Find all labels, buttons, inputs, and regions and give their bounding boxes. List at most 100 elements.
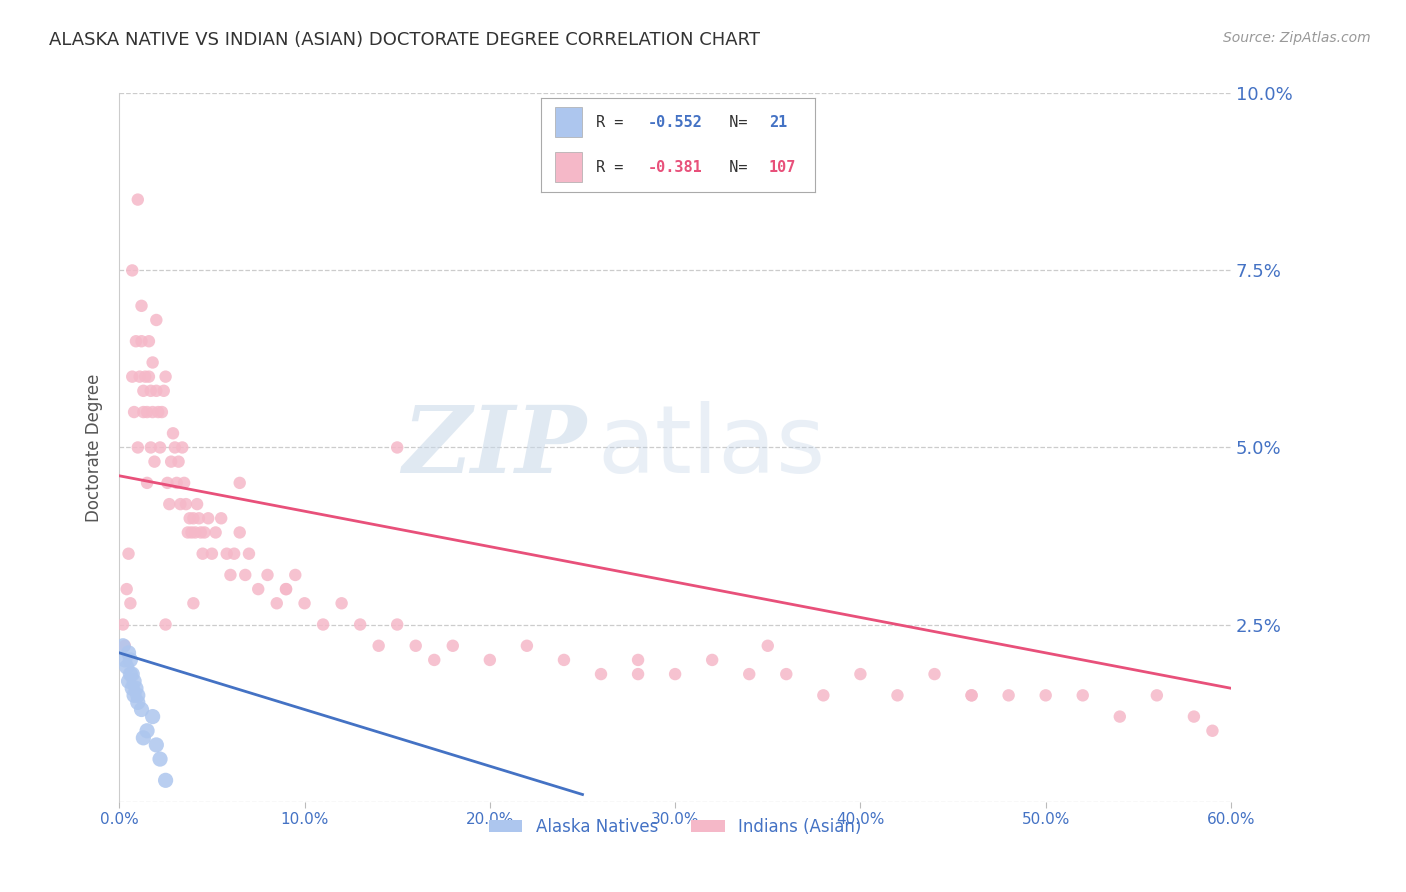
Point xyxy=(1108,709,1130,723)
Point xyxy=(478,653,501,667)
Point xyxy=(145,384,167,398)
Point xyxy=(127,441,149,455)
Point xyxy=(120,596,142,610)
Point xyxy=(157,497,180,511)
Point xyxy=(121,369,143,384)
Point xyxy=(553,653,575,667)
Point xyxy=(1182,709,1205,723)
Point xyxy=(117,646,139,660)
Point xyxy=(274,582,297,596)
Text: Source: ZipAtlas.com: Source: ZipAtlas.com xyxy=(1223,31,1371,45)
Text: R =: R = xyxy=(596,160,633,175)
Point xyxy=(128,369,150,384)
Point xyxy=(132,405,155,419)
Point xyxy=(114,639,136,653)
Point xyxy=(197,511,219,525)
Point xyxy=(516,639,538,653)
Y-axis label: Doctorate Degree: Doctorate Degree xyxy=(86,373,103,522)
Legend: Alaska Natives, Indians (Asian): Alaska Natives, Indians (Asian) xyxy=(482,812,868,843)
Point xyxy=(155,617,177,632)
Point xyxy=(143,455,166,469)
Point xyxy=(193,525,215,540)
Point xyxy=(122,689,145,703)
Point xyxy=(702,653,724,667)
Text: N=: N= xyxy=(711,160,748,175)
Point xyxy=(121,667,143,681)
Point xyxy=(284,568,307,582)
Point xyxy=(627,667,650,681)
Bar xyxy=(555,108,582,137)
Point xyxy=(256,568,278,582)
Point xyxy=(115,660,138,674)
Point xyxy=(186,497,208,511)
Point xyxy=(664,667,686,681)
Point xyxy=(167,455,190,469)
Point xyxy=(131,334,153,349)
Point xyxy=(125,334,148,349)
Point xyxy=(180,525,202,540)
Point xyxy=(233,568,256,582)
Point xyxy=(209,511,232,525)
Point xyxy=(125,681,148,696)
Point xyxy=(122,405,145,419)
Text: R =: R = xyxy=(596,115,633,130)
Point xyxy=(162,426,184,441)
Point xyxy=(191,547,214,561)
Bar xyxy=(555,153,582,183)
Point xyxy=(387,441,409,455)
Point xyxy=(215,547,238,561)
Point xyxy=(142,405,165,419)
Point xyxy=(589,667,612,681)
Text: 107: 107 xyxy=(769,160,796,175)
Point xyxy=(405,639,427,653)
Point xyxy=(145,738,167,752)
Point xyxy=(156,475,179,490)
Point xyxy=(960,689,983,703)
Point xyxy=(127,689,149,703)
Point xyxy=(122,674,145,689)
Point xyxy=(131,299,153,313)
Point xyxy=(886,689,908,703)
Point xyxy=(160,455,183,469)
Point xyxy=(155,773,177,788)
Point xyxy=(204,525,226,540)
Point xyxy=(111,639,134,653)
Point xyxy=(1146,689,1168,703)
Point xyxy=(145,313,167,327)
Point xyxy=(813,689,835,703)
Point xyxy=(924,667,946,681)
Point xyxy=(139,441,162,455)
Point xyxy=(155,369,177,384)
Point xyxy=(1035,689,1057,703)
Point xyxy=(148,405,170,419)
Point xyxy=(127,193,149,207)
Point xyxy=(163,441,186,455)
Point xyxy=(224,547,246,561)
Point xyxy=(120,653,142,667)
Text: ALASKA NATIVE VS INDIAN (ASIAN) DOCTORATE DEGREE CORRELATION CHART: ALASKA NATIVE VS INDIAN (ASIAN) DOCTORAT… xyxy=(49,31,761,49)
Point xyxy=(312,617,335,632)
Point xyxy=(132,731,155,745)
Point xyxy=(1071,689,1094,703)
Point xyxy=(121,681,143,696)
Point xyxy=(183,511,205,525)
Point xyxy=(1201,723,1223,738)
Point xyxy=(114,653,136,667)
Point xyxy=(387,617,409,632)
Text: 21: 21 xyxy=(769,115,787,130)
Point xyxy=(349,617,371,632)
Point xyxy=(423,653,446,667)
Point xyxy=(960,689,983,703)
Point xyxy=(138,369,160,384)
Point xyxy=(136,475,159,490)
Point xyxy=(174,497,197,511)
Point xyxy=(120,667,142,681)
Point xyxy=(228,475,250,490)
Point xyxy=(127,695,149,709)
Point xyxy=(183,596,205,610)
Point xyxy=(238,547,260,561)
Point xyxy=(330,596,353,610)
Point xyxy=(142,709,165,723)
Point xyxy=(184,525,207,540)
Point xyxy=(173,475,195,490)
